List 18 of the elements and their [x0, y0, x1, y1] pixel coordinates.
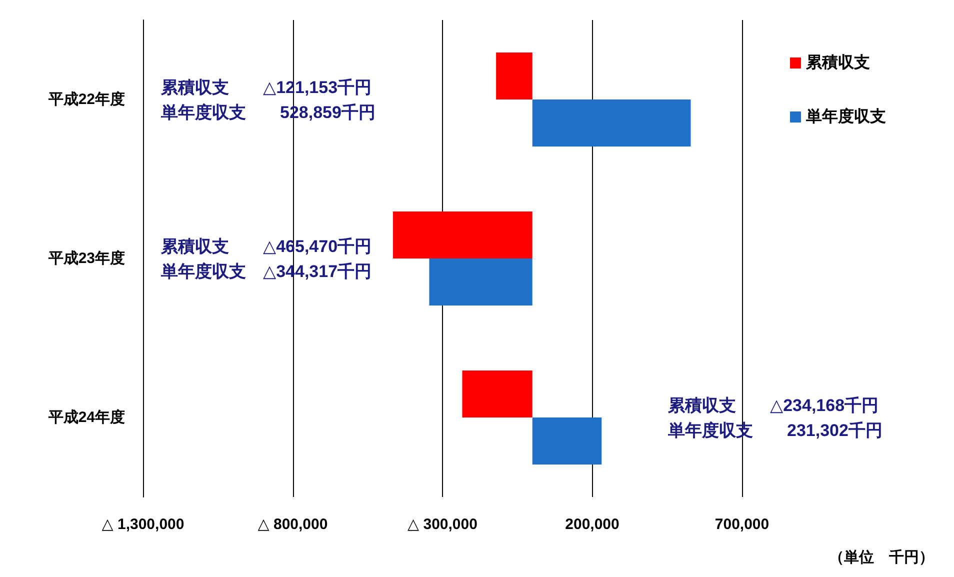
x-tick-label: 700,000: [714, 516, 770, 533]
annotation: 累積収支 △234,168千円: [667, 396, 879, 415]
y-tick-label: 平成23年度: [47, 249, 125, 267]
y-tick-label: 平成22年度: [47, 90, 125, 108]
legend-label: 単年度収支: [805, 106, 886, 126]
bar: [392, 212, 532, 258]
y-tick-label: 平成24年度: [47, 408, 125, 426]
bar: [532, 100, 691, 146]
bar: [429, 258, 532, 306]
bar: [496, 52, 532, 100]
x-tick-label: △ 300,000: [408, 516, 478, 533]
text: （単位 千円）: [829, 549, 934, 566]
bar: [532, 418, 602, 464]
legend-label: 累積収支: [805, 54, 870, 72]
x-tick-label: △ 800,000: [258, 516, 328, 533]
x-tick-label: 200,000: [565, 516, 620, 533]
x-tick-label: △ 1,300,000: [102, 516, 184, 533]
bar: [462, 370, 532, 418]
